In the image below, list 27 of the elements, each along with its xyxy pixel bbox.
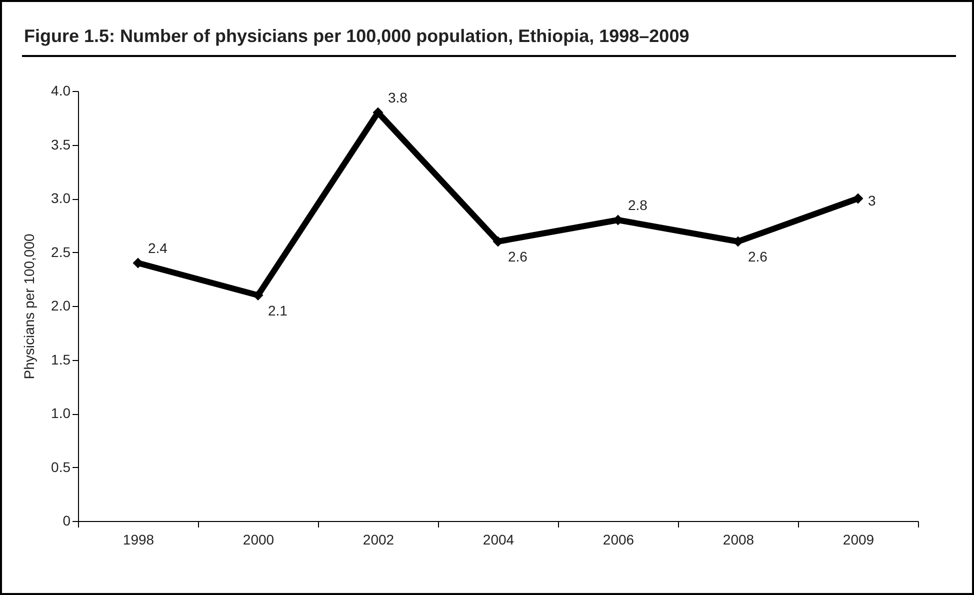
- y-tick-label: 1.0: [51, 405, 71, 421]
- y-tick-label: 1.5: [51, 351, 71, 368]
- x-tick-label: 2004: [482, 532, 514, 548]
- data-label: 3.8: [388, 90, 408, 106]
- data-label: 2.1: [268, 302, 288, 318]
- y-tick-label: 0.5: [51, 458, 71, 475]
- y-tick-label: 3.5: [51, 136, 71, 152]
- x-tick-label: 1998: [122, 532, 154, 548]
- data-label: 2.6: [508, 248, 528, 264]
- x-tick-label: 2000: [242, 532, 274, 548]
- x-tick-label: 2002: [362, 532, 394, 548]
- y-tick-label: 3.0: [51, 190, 71, 206]
- chart-title: Figure 1.5: Number of physicians per 100,000 population, Ethiopia, 1998–2009: [22, 26, 956, 57]
- point: [372, 107, 384, 118]
- y-tick-label: 4.0: [51, 82, 71, 98]
- y-axis-title: Physicians per 100,000: [21, 234, 38, 380]
- point: [852, 193, 864, 204]
- x-tick-label: 2009: [842, 532, 874, 548]
- data-label: 2.8: [628, 197, 648, 213]
- y-tick-label: 2.0: [51, 298, 71, 314]
- x-tick-label: 2006: [602, 532, 634, 548]
- data-label: 2.6: [748, 248, 768, 264]
- y-tick-label: 2.5: [51, 244, 71, 260]
- data-label: 2.4: [148, 240, 168, 256]
- x-tick-label: 2008: [722, 532, 754, 548]
- y-tick-label: 0: [62, 512, 71, 528]
- data-label: 3: [868, 192, 876, 208]
